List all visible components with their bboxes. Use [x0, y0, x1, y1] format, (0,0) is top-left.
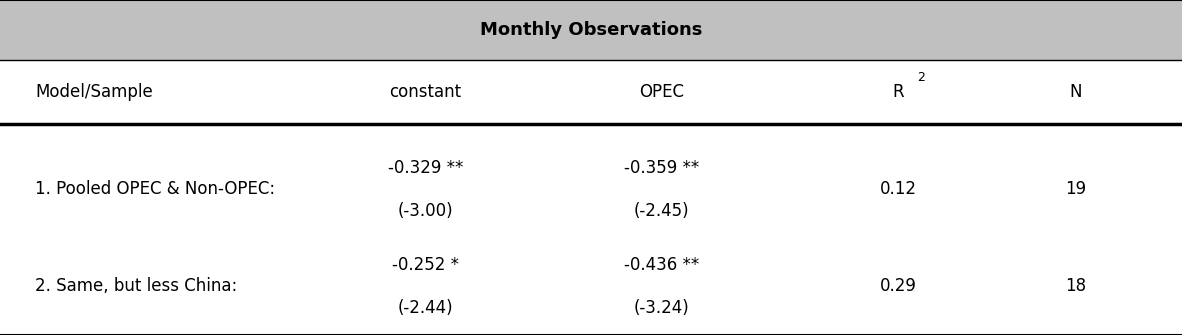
Text: N: N: [1070, 83, 1082, 101]
Text: -0.329 **: -0.329 **: [388, 158, 463, 177]
Text: R: R: [892, 83, 904, 101]
Text: 0.29: 0.29: [879, 277, 917, 295]
Text: (-2.44): (-2.44): [397, 299, 454, 317]
Text: 2. Same, but less China:: 2. Same, but less China:: [35, 277, 238, 295]
Text: OPEC: OPEC: [639, 83, 684, 101]
Text: -0.436 **: -0.436 **: [624, 256, 700, 274]
Text: 18: 18: [1065, 277, 1086, 295]
Text: 2: 2: [917, 71, 926, 83]
Text: (-2.45): (-2.45): [634, 202, 690, 220]
Text: Model/Sample: Model/Sample: [35, 83, 154, 101]
Text: -0.359 **: -0.359 **: [624, 158, 700, 177]
Text: (-3.24): (-3.24): [634, 299, 690, 317]
Bar: [0, 0, 1182, 60]
Text: 0.12: 0.12: [879, 180, 917, 198]
Text: Monthly Observations: Monthly Observations: [480, 21, 702, 39]
Text: constant: constant: [389, 83, 462, 101]
Text: 1. Pooled OPEC & Non-OPEC:: 1. Pooled OPEC & Non-OPEC:: [35, 180, 275, 198]
Text: -0.252 *: -0.252 *: [392, 256, 459, 274]
Text: (-3.00): (-3.00): [397, 202, 454, 220]
Text: 19: 19: [1065, 180, 1086, 198]
